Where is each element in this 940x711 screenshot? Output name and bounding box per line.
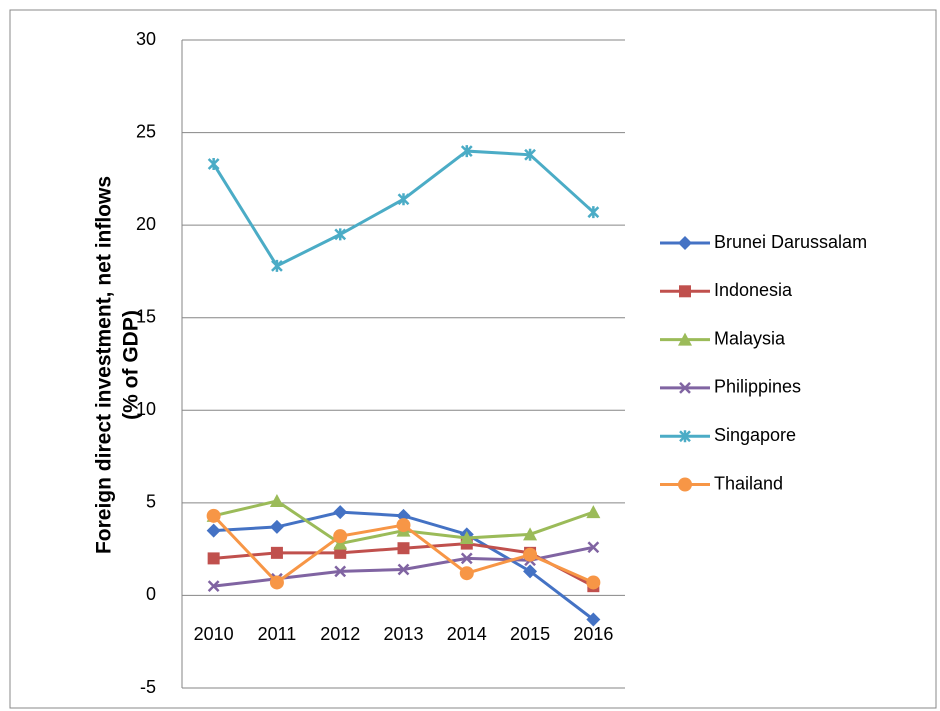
- marker: [206, 508, 221, 523]
- marker: [397, 563, 410, 576]
- y-tick-label: 15: [136, 306, 156, 326]
- marker: [459, 531, 474, 545]
- marker: [397, 542, 410, 555]
- legend-label: Thailand: [714, 473, 783, 493]
- marker: [334, 565, 347, 578]
- marker: [586, 505, 601, 519]
- x-tick-label: 2012: [320, 624, 360, 644]
- marker: [586, 575, 601, 590]
- y-axis-label: Foreign direct investment, net inflows: [93, 176, 116, 554]
- y-tick-label: 0: [146, 584, 156, 604]
- y-tick-label: 20: [136, 214, 156, 234]
- marker: [271, 259, 283, 272]
- marker: [206, 523, 221, 538]
- marker: [333, 505, 348, 520]
- y-tick-label: 25: [136, 121, 156, 141]
- marker: [207, 552, 220, 565]
- legend-label: Philippines: [714, 377, 801, 397]
- marker: [397, 193, 410, 206]
- y-tick-label: 5: [146, 492, 156, 512]
- legend-marker: [679, 285, 691, 298]
- marker: [269, 575, 284, 590]
- x-tick-label: 2015: [510, 624, 550, 644]
- legend-marker: [678, 477, 692, 492]
- y-tick-label: 10: [136, 399, 156, 419]
- legend-marker: [678, 332, 692, 346]
- marker: [460, 145, 473, 158]
- legend-marker: [679, 430, 691, 443]
- chart-border: [9, 9, 937, 709]
- y-tick-label: 30: [136, 29, 156, 49]
- marker: [524, 148, 536, 161]
- marker: [269, 519, 284, 534]
- marker: [269, 494, 284, 508]
- x-tick-label: 2011: [258, 624, 297, 644]
- marker: [586, 612, 601, 627]
- x-tick-label: 2010: [194, 624, 234, 644]
- marker: [333, 529, 348, 544]
- x-tick-label: 2014: [447, 624, 487, 644]
- marker: [587, 541, 600, 554]
- marker: [207, 580, 220, 593]
- marker: [396, 518, 411, 533]
- marker: [587, 206, 600, 219]
- marker: [334, 546, 347, 559]
- marker: [523, 547, 538, 562]
- marker: [523, 564, 538, 579]
- y-axis-label: (% of GDP): [120, 310, 143, 420]
- marker: [270, 546, 283, 559]
- legend-label: Indonesia: [714, 280, 793, 300]
- legend-marker: [679, 382, 691, 394]
- marker: [459, 566, 474, 581]
- marker: [334, 228, 347, 241]
- y-tick-label: -5: [140, 677, 156, 697]
- legend-marker: [678, 236, 692, 250]
- legend-label: Singapore: [714, 425, 796, 445]
- x-tick-label: 2016: [573, 624, 613, 644]
- x-tick-label: 2013: [383, 624, 423, 644]
- legend-label: Brunei Darussalam: [714, 232, 867, 252]
- marker: [207, 158, 220, 171]
- marker: [523, 527, 538, 541]
- legend-label: Malaysia: [714, 328, 786, 348]
- marker: [460, 552, 473, 565]
